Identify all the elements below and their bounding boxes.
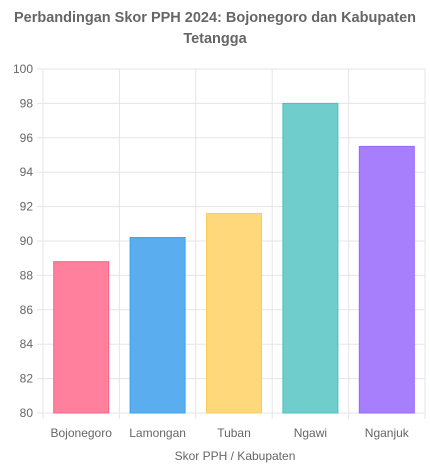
y-tick-label: 88 — [20, 268, 34, 282]
y-tick-label: 100 — [13, 62, 33, 76]
y-tick-label: 94 — [20, 165, 34, 179]
y-tick-label: 92 — [20, 200, 34, 214]
bar — [53, 261, 110, 414]
y-tick-label: 98 — [20, 96, 34, 110]
y-tick-label: 90 — [20, 234, 34, 248]
x-tick-label: Nganjuk — [365, 426, 410, 440]
x-tick-label: Ngawi — [294, 426, 327, 440]
chart-title-line-2: Tetangga — [183, 31, 247, 47]
chart-title-line-1: Perbandingan Skor PPH 2024: Bojonegoro d… — [14, 10, 416, 26]
bar — [129, 237, 186, 414]
bar — [282, 102, 339, 414]
bar — [358, 145, 415, 414]
x-axis-label: Skor PPH / Kabupaten — [175, 449, 296, 463]
y-tick-label: 96 — [20, 131, 34, 145]
bar — [205, 212, 263, 414]
x-tick-label: Tuban — [217, 426, 251, 440]
y-tick-label: 82 — [20, 372, 34, 386]
y-tick-label: 80 — [20, 406, 34, 420]
bars — [53, 102, 415, 414]
x-axis-ticks: Bojonegoro Lamongan Tuban Ngawi Nganjuk — [51, 426, 410, 440]
y-tick-label: 84 — [20, 337, 34, 351]
y-tick-label: 86 — [20, 303, 34, 317]
y-axis-ticks: 80 82 84 86 88 90 92 94 96 98 100 — [13, 62, 33, 420]
x-tick-label: Lamongan — [129, 426, 186, 440]
x-tick-label: Bojonegoro — [51, 426, 113, 440]
